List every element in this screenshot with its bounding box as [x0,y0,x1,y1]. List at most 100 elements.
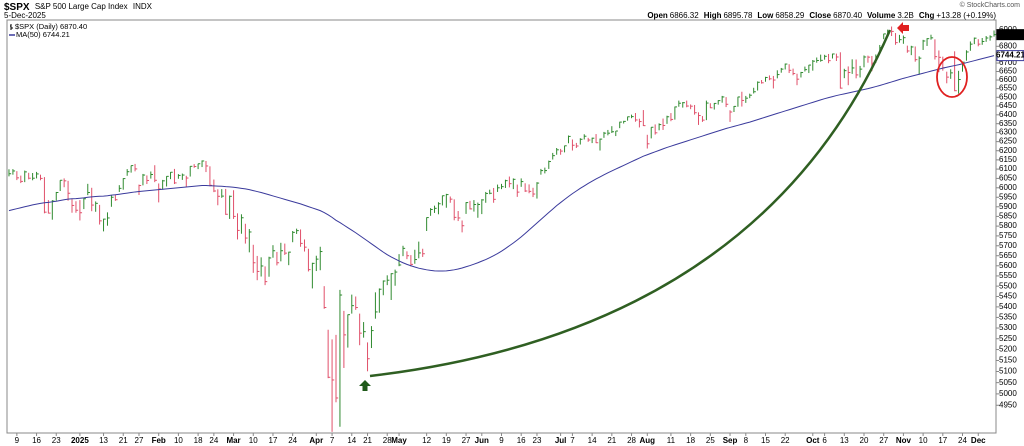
price-bar [579,138,583,145]
price-bar [173,168,177,185]
price-bar [922,39,926,50]
y-tick-label: 5650 [999,251,1017,260]
price-bar [110,195,114,207]
price-bar [8,169,12,177]
price-bar [591,137,595,144]
price-bar [631,114,634,119]
x-tick-label: 16 [517,436,526,445]
price-bar [958,70,961,94]
price-bar [83,197,87,210]
price-bar [623,120,626,124]
price-tag-label: 6870.40 [996,30,1024,39]
annotation-left-arrow [897,22,909,34]
y-tick-label: 6700 [999,58,1017,67]
quote-line: Open 6866.32 High 6895.78 Low 6858.29 Close 687… [647,11,996,20]
credit: © StockCharts.com [960,1,1021,9]
price-bar [453,199,457,221]
price-bar [603,131,607,138]
price-bar [181,173,185,180]
y-tick-label: 6650 [999,67,1017,76]
y-tick-label: 6800 [999,41,1017,50]
price-bar [855,59,859,79]
price-bar [914,46,918,62]
x-tick-label: 22 [781,436,790,445]
price-bar [883,33,886,40]
price-bar [658,123,662,131]
price-bar [402,245,406,257]
y-tick-label: 5200 [999,345,1017,354]
price-bar [248,229,252,253]
price-bar [87,183,90,196]
x-tick-label: Dec [971,436,986,445]
x-tick-label: 6 [822,436,827,445]
price-bar [520,178,524,187]
annotation-up-arrow [359,380,371,391]
price-bar [189,165,193,177]
x-tick-label: Jun [475,436,489,445]
price-bar [477,202,481,218]
x-tick-label: 12 [422,436,431,445]
price-bar [256,255,260,281]
price-bar [701,116,705,122]
price-bar [666,115,670,124]
price-bar [867,55,871,63]
price-bar [674,106,678,120]
price-bar [134,163,138,172]
price-bar [552,152,555,160]
price-bar [564,145,567,153]
y-tick-label: 6100 [999,164,1017,173]
price-bar [627,116,630,121]
y-tick-label: 5700 [999,241,1017,250]
price-bar [398,254,402,267]
price-bar [118,185,122,192]
x-tick-label: 19 [442,436,451,445]
y-tick-label: 5600 [999,261,1017,270]
price-bar [103,218,106,232]
price-bar [898,34,902,43]
price-bar [595,134,599,144]
price-bar [106,212,110,226]
price-bar [993,30,997,37]
quote-label: Close [809,11,831,20]
x-tick-label: 27 [462,436,471,445]
x-tick-label: 21 [607,436,616,445]
x-tick-label: 27 [879,436,888,445]
price-bar [544,167,548,174]
price-bar [977,39,981,47]
x-tick-label: 28 [627,436,636,445]
price-bar [686,100,689,108]
price-bar [457,211,461,222]
price-bar [229,195,232,219]
price-bar [528,184,532,194]
price-bar [260,257,264,277]
x-tick-label: Jul [555,436,567,445]
price-bar [32,172,35,181]
price-bar [126,169,130,176]
price-bar [969,41,973,51]
price-bar [847,66,851,86]
quote-label: Low [757,11,774,20]
price-bar [497,184,500,192]
price-bar [150,171,153,179]
price-bar [965,50,969,61]
price-bar [816,57,819,63]
price-bar [130,165,134,173]
price-bar [36,171,39,179]
price-bar [485,191,488,203]
legend-value: 6870.40 [60,22,87,31]
quote-label: Chg [919,11,935,20]
price-bar [43,177,47,214]
price-bar [382,280,386,296]
price-bar [891,26,894,37]
price-bar [654,124,658,135]
price-bar [355,296,358,310]
price-bar [678,100,681,107]
y-tick-label: 5350 [999,313,1017,322]
price-bar [556,147,559,155]
price-bar [288,251,291,266]
x-tick-label: 9 [499,436,504,445]
price-bar [709,103,713,109]
legend-entry: MA(50) 6744.21 [16,30,70,39]
